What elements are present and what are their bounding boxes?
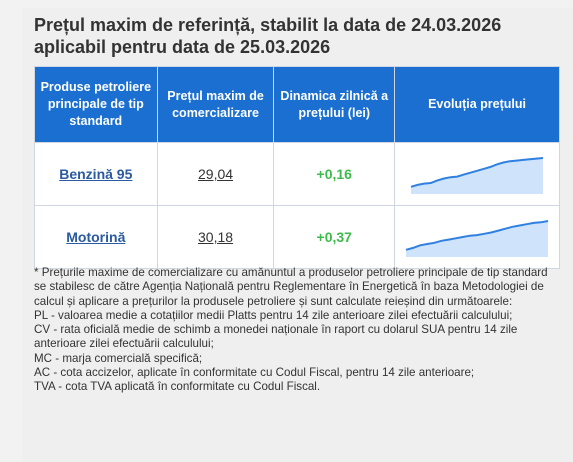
delta-cell: +0,16 <box>273 142 396 206</box>
sparkline-cell <box>394 205 560 269</box>
price-cell: 29,04 <box>156 142 275 206</box>
price-value[interactable]: 29,04 <box>198 166 234 182</box>
header-price-evolution: Evoluția prețului <box>394 66 560 143</box>
table-header-row: Produse petroliere principale de tip sta… <box>34 66 560 143</box>
price-trend-sparkline <box>410 157 544 194</box>
table-row: Motorină 30,18 +0,37 <box>34 205 560 269</box>
price-change-value: +0,16 <box>316 166 352 182</box>
price-change-value: +0,37 <box>316 229 352 245</box>
page-title: Prețul maxim de referință, stabilit la d… <box>34 14 554 58</box>
footnote-cv: CV - rata oficială medie de schimb a mon… <box>34 323 518 351</box>
footnote-intro: * Prețurile maxime de comercializare cu … <box>34 266 548 308</box>
footnote-pl: PL - valoarea medie a cotațiilor medii P… <box>34 308 513 322</box>
footnote-mc: MC - marja comercială specifică; <box>34 351 203 365</box>
product-cell: Motorină <box>34 205 158 269</box>
product-link-benzina-95[interactable]: Benzină 95 <box>59 166 133 182</box>
sparkline-line <box>410 157 544 188</box>
sparkline-line <box>405 220 549 251</box>
sparkline-cell <box>394 142 560 206</box>
price-cell: 30,18 <box>156 205 275 269</box>
delta-cell: +0,37 <box>273 205 396 269</box>
table-row: Benzină 95 29,04 +0,16 <box>34 142 560 206</box>
footnote-tva: TVA - cota TVA aplicată în conformitate … <box>34 380 321 394</box>
header-products: Produse petroliere principale de tip sta… <box>34 66 158 143</box>
price-value[interactable]: 30,18 <box>198 229 234 245</box>
product-link-motorina[interactable]: Motorină <box>66 229 126 245</box>
title-line-2: aplicabil pentru data de 25.03.2026 <box>34 37 331 57</box>
product-cell: Benzină 95 <box>34 142 158 206</box>
title-line-1: Prețul maxim de referință, stabilit la d… <box>34 15 502 35</box>
header-max-price: Prețul maxim de comercializare <box>156 66 275 143</box>
price-trend-sparkline <box>405 220 549 257</box>
footnote-ac: AC - cota accizelor, aplicate în conform… <box>34 366 475 380</box>
sparkline-area <box>411 158 544 194</box>
footnotes: * Prețurile maxime de comercializare cu … <box>34 266 554 395</box>
header-daily-change: Dinamica zilnică a prețului (lei) <box>273 66 396 143</box>
price-table: Produse petroliere principale de tip sta… <box>34 66 560 269</box>
sparkline-area <box>406 221 549 257</box>
